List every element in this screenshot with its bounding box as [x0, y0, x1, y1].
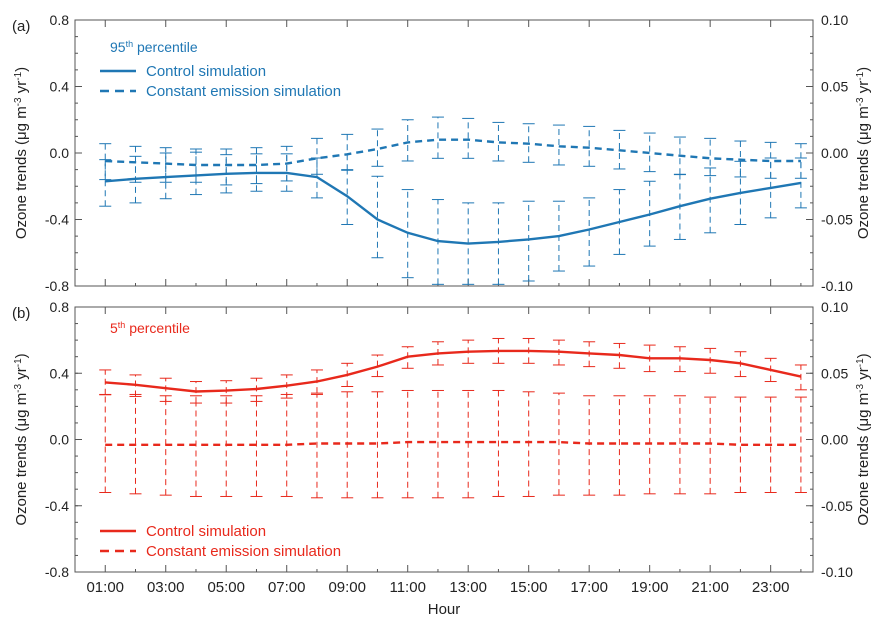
y-axis-label-left: Ozone trends (μg m-3 yr-1) [13, 67, 31, 239]
x-tick-label: 23:00 [752, 579, 790, 596]
legend-title-rest: percentile [133, 39, 198, 55]
legend-label: Control simulation [146, 63, 266, 80]
x-tick-label: 21:00 [691, 579, 729, 596]
legend-title-number: 5 [110, 320, 118, 336]
axis-label-part: -3 [855, 97, 866, 106]
y-tick-label-right: 0.05 [821, 365, 848, 381]
panel-a: -0.8 -0.4 0.0 0.4 0.8 -0.10 -0.05 0.00 0.05 0.10 O… [12, 12, 872, 294]
panel-b: -0.8 -0.4 0.0 0.4 0.8 -0.10 -0.05 0.00 0.05 0.10 0… [12, 299, 872, 596]
y-tick-label-right: -0.10 [821, 564, 853, 580]
y-tick-label-left: -0.4 [45, 212, 69, 228]
axis-label-part: yr [855, 81, 872, 98]
axis-label-part: Ozone trends (μg m [13, 106, 30, 239]
y-tick-label-right: -0.05 [821, 498, 853, 514]
x-tick-label: 17:00 [570, 579, 608, 596]
axis-label-part: -1 [855, 358, 866, 367]
x-tick-label: 15:00 [510, 579, 548, 596]
legend-title-rest: percentile [125, 320, 190, 336]
series-control [99, 337, 807, 404]
axis-label-part: yr [13, 367, 30, 384]
axis-label-part: -3 [13, 383, 24, 392]
legend-title-sup: th [118, 320, 126, 330]
y-tick-label-right: 0.10 [821, 12, 848, 28]
y-tick-label-left: 0.4 [50, 365, 70, 381]
y-tick-label-right: -0.05 [821, 212, 853, 228]
y-tick-label-left: -0.8 [45, 564, 69, 580]
x-tick-label: 09:00 [328, 579, 366, 596]
y-tick-label-left: 0.0 [50, 145, 70, 161]
axis-label-part: -3 [855, 383, 866, 392]
axis-label-part: yr [855, 367, 872, 384]
axis-label-part: -3 [13, 97, 24, 106]
legend: 5th percentile Control simulation Constant… [100, 320, 341, 560]
x-tick-label: 07:00 [268, 579, 306, 596]
legend-title-sup: th [126, 39, 134, 49]
series-line [105, 138, 801, 167]
axis-label-part: -1 [855, 71, 866, 80]
legend: 95th percentile Control simulation Constan… [100, 39, 341, 100]
y-tick-label-right: 0.00 [821, 145, 848, 161]
legend-title: 95th percentile [110, 39, 198, 55]
y-axis-label-right: Ozone trends (μg m-3 yr-1) [855, 353, 873, 525]
series-line [105, 349, 802, 393]
x-tick-label: 13:00 [449, 579, 487, 596]
x-tick-label: 01:00 [86, 579, 124, 596]
y-tick-label-right: -0.10 [821, 278, 853, 294]
legend-label: Constant emission simulation [146, 83, 341, 100]
axis-label-part: ) [13, 67, 30, 72]
y-axis-label-right: Ozone trends (μg m-3 yr-1) [855, 67, 873, 239]
legend-label: Control simulation [146, 523, 266, 540]
axis-label-part: -1 [13, 358, 24, 367]
series-constant-emission [99, 389, 807, 499]
x-axis-label: Hour [428, 601, 461, 618]
x-tick-label: 19:00 [631, 579, 669, 596]
axis-label-part: yr [13, 81, 30, 98]
series-control [99, 151, 807, 285]
plot-frame [74, 19, 814, 287]
legend-title: 5th percentile [110, 320, 190, 336]
axis-label-part: Ozone trends (μg m [13, 393, 30, 526]
y-tick-label-left: -0.8 [45, 278, 69, 294]
series-constant-emission [99, 116, 807, 186]
series-line [105, 440, 801, 446]
axis-label-part: ) [13, 353, 30, 358]
x-tick-label: 11:00 [389, 579, 425, 596]
y-tick-label-right: 0.05 [821, 79, 848, 95]
y-tick-label-left: 0.0 [50, 432, 70, 448]
y-tick-label-right: 0.10 [821, 299, 848, 315]
axis-label-part: Ozone trends (μg m [855, 106, 872, 239]
axis-label-part: Ozone trends (μg m [855, 393, 872, 526]
series-line [105, 171, 802, 245]
y-tick-label-right: 0.00 [821, 432, 848, 448]
y-tick-label-left: 0.4 [50, 79, 70, 95]
legend-title-number: 95 [110, 39, 126, 55]
axis-label-part: -1 [13, 71, 24, 80]
x-tick-label: 05:00 [207, 579, 245, 596]
axis-label-part: ) [855, 353, 872, 358]
legend-label: Constant emission simulation [146, 543, 341, 560]
y-tick-label-left: 0.8 [50, 299, 70, 315]
y-axis-label-left: Ozone trends (μg m-3 yr-1) [13, 353, 31, 525]
panel-label: (b) [12, 305, 30, 322]
y-tick-label-left: -0.4 [45, 498, 69, 514]
axis-label-part: ) [855, 67, 872, 72]
panel-label: (a) [12, 18, 30, 35]
y-tick-label-left: 0.8 [50, 12, 70, 28]
x-tick-label: 03:00 [147, 579, 185, 596]
